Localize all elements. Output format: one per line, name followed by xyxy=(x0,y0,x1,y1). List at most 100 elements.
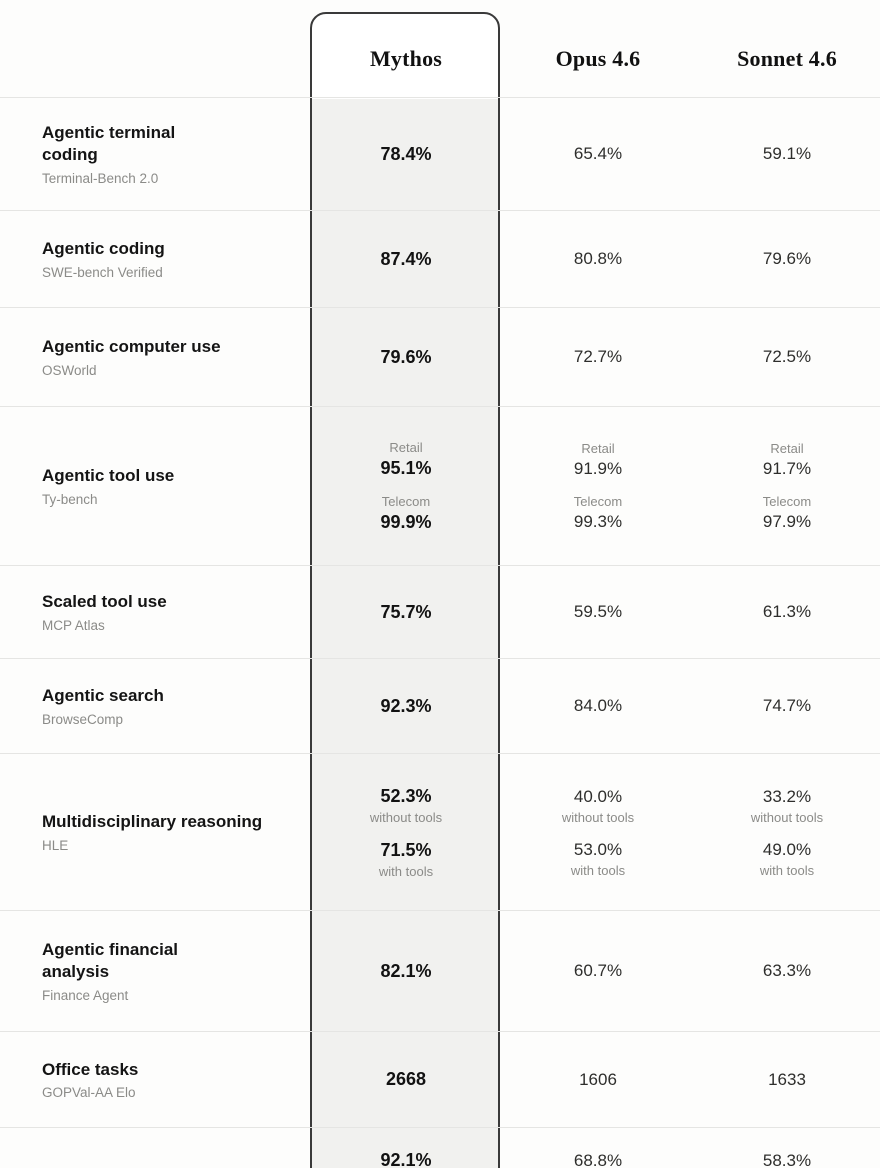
score-caption: Retail xyxy=(581,440,615,456)
score-entry: 33.2% without tools xyxy=(751,787,823,825)
score-value: 58.3% xyxy=(762,1150,812,1168)
score-note: with tools xyxy=(570,862,626,878)
task-name: Office tasks xyxy=(42,1059,139,1079)
score-entry: 92.1% xyxy=(380,1150,431,1168)
mythos-highlight-card xyxy=(310,12,500,1168)
value-cell-mythos: 79.6% xyxy=(310,308,502,406)
value-cell-opus: 1606 xyxy=(502,1032,694,1127)
task-name: Multidisciplinary reasoning xyxy=(42,812,263,832)
score-value: 99.3% xyxy=(573,511,623,531)
score-value: 75.7% xyxy=(380,601,432,622)
score-entry: 75.7% xyxy=(380,602,431,623)
table-row: Agentic terminal coding Terminal-Bench 2.… xyxy=(0,97,880,210)
task-name: Scaled tool use xyxy=(42,592,167,612)
score-value: 49.0% xyxy=(762,839,812,859)
row-label: Scaled tool use MCP Atlas xyxy=(0,566,310,658)
score-entry: 59.1% xyxy=(763,144,811,164)
score-entry: 1606 xyxy=(579,1070,617,1090)
score-entry: 71.5% with tools xyxy=(379,840,433,879)
score-note: without tools xyxy=(561,809,635,825)
benchmark-name: GOPVal-AA Elo xyxy=(42,1085,136,1101)
score-note: with tools xyxy=(759,862,815,878)
value-cell-opus: 68.8% xyxy=(502,1128,694,1168)
benchmark-name: SWE-bench Verified xyxy=(42,264,163,280)
value-cell-sonnet: 61.3% xyxy=(694,566,880,658)
table-row: Agentic coding SWE-bench Verified 87.4% 80.… xyxy=(0,210,880,307)
score-value: 91.7% xyxy=(762,458,812,478)
value-cell-sonnet: 74.7% xyxy=(694,659,880,753)
score-value: 79.6% xyxy=(380,346,432,367)
score-value: 52.3% xyxy=(380,785,432,806)
row-label: Agentic financial analysis Finance Agent xyxy=(0,911,310,1031)
value-cell-mythos: 87.4% xyxy=(310,211,502,307)
score-entry: 40.0% without tools xyxy=(562,787,634,825)
value-cell-opus: Retail 91.9% Telecom 99.3% xyxy=(502,407,694,565)
score-value: 78.4% xyxy=(380,143,432,164)
value-cell-sonnet: 33.2% without tools 49.0% with tools xyxy=(694,754,880,910)
table-body: Agentic terminal coding Terminal-Bench 2.… xyxy=(0,97,880,1168)
score-note: with tools xyxy=(378,863,434,879)
value-cell-sonnet: 1633 xyxy=(694,1032,880,1127)
task-name: Agentic search xyxy=(42,686,164,706)
score-value: 74.7% xyxy=(762,696,812,715)
score-entry: 79.6% xyxy=(763,249,811,269)
score-entry: 72.5% xyxy=(763,347,811,367)
score-entry: 58.3% xyxy=(763,1151,811,1168)
table-header-row: Mythos Opus 4.6 Sonnet 4.6 xyxy=(0,0,880,97)
score-entry: 53.0% with tools xyxy=(571,840,625,878)
score-value: 82.1% xyxy=(380,960,432,981)
score-entry: Telecom 99.9% xyxy=(380,494,431,533)
table-row: Agentic search BrowseComp 92.3% 84.0% 74.7% xyxy=(0,658,880,753)
task-name: Agentic coding xyxy=(42,239,165,259)
score-value: 92.1% xyxy=(380,1150,432,1168)
score-note: without tools xyxy=(750,809,824,825)
value-cell-opus: 72.7% xyxy=(502,308,694,406)
table-row: Multidisciplinary reasoning HLE 52.3% witho… xyxy=(0,753,880,910)
value-cell-mythos: 92.3% xyxy=(310,659,502,753)
score-entry: 60.7% xyxy=(574,961,622,981)
task-name: Agentic financial analysis xyxy=(42,940,179,981)
score-value: 53.0% xyxy=(573,839,623,859)
row-label: Office tasks GOPVal-AA Elo xyxy=(0,1032,310,1127)
value-cell-sonnet: 79.6% xyxy=(694,211,880,307)
score-entry: 65.4% xyxy=(574,144,622,164)
value-cell-mythos: 2668 xyxy=(310,1032,502,1127)
score-value: 33.2% xyxy=(762,786,812,806)
benchmark-name: Ty-bench xyxy=(42,491,98,507)
value-cell-opus: 65.4% xyxy=(502,98,694,210)
score-value: 87.4% xyxy=(380,248,432,269)
table-row: Agentic tool use Ty-bench Retail 95.1% Telec… xyxy=(0,406,880,565)
score-value: 40.0% xyxy=(573,786,623,806)
value-cell-sonnet: 58.3% xyxy=(694,1128,880,1168)
benchmark-name: BrowseComp xyxy=(42,711,124,727)
row-label: Agentic terminal coding Terminal-Bench 2.… xyxy=(0,98,310,210)
score-entry: 1633 xyxy=(768,1070,806,1090)
score-entry: 52.3% without tools xyxy=(370,786,442,825)
score-note: without tools xyxy=(369,809,443,825)
score-entry: 84.0% xyxy=(574,696,622,716)
header-spacer xyxy=(0,0,310,97)
score-entry: 79.6% xyxy=(380,347,431,368)
score-value: 72.7% xyxy=(573,347,623,366)
value-cell-sonnet: 59.1% xyxy=(694,98,880,210)
score-caption: Telecom xyxy=(381,493,431,509)
row-label xyxy=(0,1128,310,1168)
score-entry: 74.7% xyxy=(763,696,811,716)
benchmark-name: HLE xyxy=(42,837,69,853)
value-cell-opus: 60.7% xyxy=(502,911,694,1031)
score-value: 59.1% xyxy=(762,144,812,163)
value-cell-sonnet: 72.5% xyxy=(694,308,880,406)
score-value: 65.4% xyxy=(573,144,623,163)
score-entry: 63.3% xyxy=(763,961,811,981)
value-cell-mythos: 52.3% without tools 71.5% with tools xyxy=(310,754,502,910)
value-cell-mythos: 92.1% xyxy=(310,1128,502,1168)
score-entry: 80.8% xyxy=(574,249,622,269)
score-value: 59.5% xyxy=(573,602,623,621)
score-entry: 49.0% with tools xyxy=(760,840,814,878)
score-value: 92.3% xyxy=(380,695,432,716)
table-row: Scaled tool use MCP Atlas 75.7% 59.5% 61.3% xyxy=(0,565,880,658)
score-entry: 92.3% xyxy=(380,696,431,717)
score-value: 97.9% xyxy=(762,511,812,531)
score-entry: Telecom 97.9% xyxy=(763,494,811,532)
